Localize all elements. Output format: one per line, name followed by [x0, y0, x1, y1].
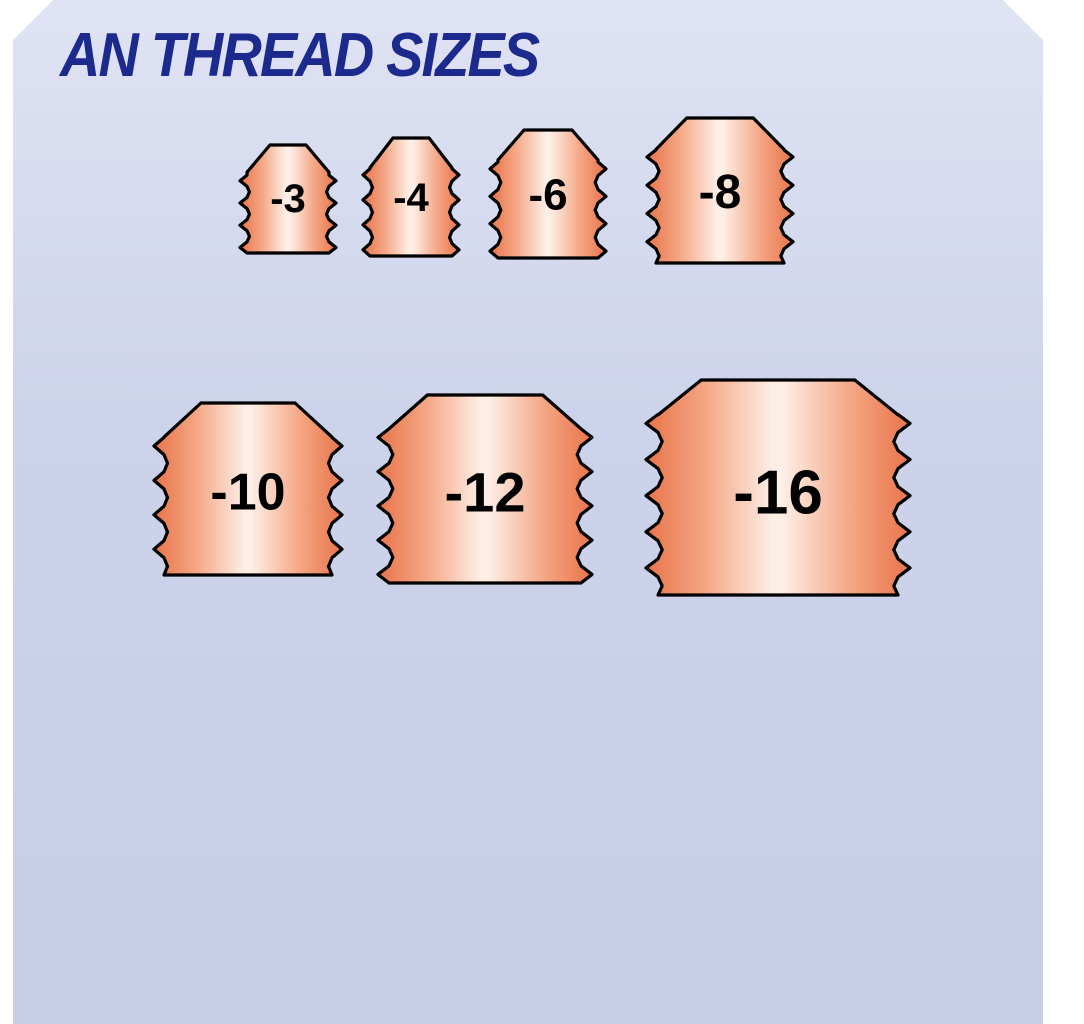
svg-text:-6: -6	[528, 170, 567, 219]
svg-text:-3: -3	[270, 177, 306, 221]
svg-text:-10: -10	[210, 464, 285, 522]
svg-text:-16: -16	[733, 458, 823, 527]
svg-text:-8: -8	[699, 166, 742, 219]
svg-text:-4: -4	[393, 176, 429, 220]
svg-text:-12: -12	[445, 461, 526, 524]
